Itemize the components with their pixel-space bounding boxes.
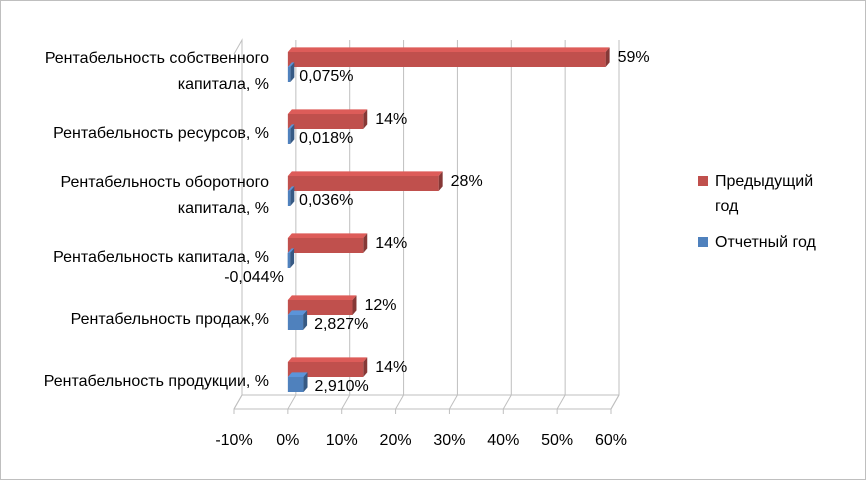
x-tick-label: 40% xyxy=(487,432,519,449)
bar-report-year xyxy=(287,129,291,144)
data-label-report-year: 2,910% xyxy=(315,378,369,395)
data-label-prev-year: 12% xyxy=(364,297,396,314)
bar-prev-year-side xyxy=(363,357,368,377)
x-tick-label: 10% xyxy=(326,432,358,449)
bar-prev-year-top xyxy=(287,295,357,300)
bar-prev-year xyxy=(287,114,364,129)
bar-report-year-side xyxy=(303,310,308,330)
category-label: Рентабельность продаж,% xyxy=(71,311,269,328)
bar-report-year-top xyxy=(287,372,308,377)
bar-report-year-side xyxy=(290,124,295,144)
category-label: Рентабельность оборотного xyxy=(61,174,270,191)
legend-label: год xyxy=(715,198,739,215)
data-label-prev-year: 59% xyxy=(618,49,650,66)
data-label-prev-year: 14% xyxy=(375,235,407,252)
bar-prev-year-top xyxy=(287,47,610,52)
bar-prev-year-side xyxy=(605,47,610,67)
data-label-report-year: 0,036% xyxy=(299,192,353,209)
bar-report-year-top xyxy=(287,186,295,191)
bar-prev-year-top xyxy=(287,233,368,238)
data-label-report-year: 2,827% xyxy=(314,316,368,333)
bar-report-year xyxy=(287,67,291,82)
gridline-floor xyxy=(556,394,566,410)
gridline-floor xyxy=(610,394,620,410)
bar-report-year-side xyxy=(290,248,295,268)
bar-report-year-top xyxy=(287,124,295,129)
gridline-floor xyxy=(341,394,351,410)
bar-prev-year xyxy=(287,176,439,191)
bar-prev-year xyxy=(287,238,364,253)
bar-prev-year-side xyxy=(352,295,357,315)
x-tick-label: 50% xyxy=(541,432,573,449)
x-tick-label: 30% xyxy=(433,432,465,449)
data-label-report-year: 0,018% xyxy=(299,130,353,147)
category-label: Рентабельность ресурсов, % xyxy=(53,125,269,142)
bar-report-year-side xyxy=(290,62,295,82)
bar-report-year-top xyxy=(287,248,295,253)
legend-swatch xyxy=(698,237,708,247)
category-label: Рентабельность капитала, % xyxy=(53,249,269,266)
legend-label: Отчетный год xyxy=(715,234,817,251)
data-label-prev-year: 14% xyxy=(375,111,407,128)
bar-report-year xyxy=(287,315,304,330)
gridline-floor xyxy=(448,394,458,410)
side-wall xyxy=(233,38,243,410)
gridline-floor xyxy=(502,394,512,410)
bar-report-year-top xyxy=(287,62,295,67)
category-label: Рентабельность собственного xyxy=(45,50,269,67)
bar-report-year xyxy=(287,253,291,268)
x-tick-label: -10% xyxy=(215,432,252,449)
bar-report-year-side xyxy=(303,372,308,392)
bar-prev-year-side xyxy=(363,233,368,253)
x-tick-label: 20% xyxy=(380,432,412,449)
legend-label: Предыдущий xyxy=(715,173,813,190)
category-label: капитала, % xyxy=(178,200,269,217)
x-tick-label: 0% xyxy=(276,432,299,449)
bar-prev-year-top xyxy=(287,109,368,114)
gridline-floor xyxy=(395,394,405,410)
bar-prev-year-top xyxy=(287,357,368,362)
data-label-report-year: -0,044% xyxy=(224,269,284,286)
gridline-floor xyxy=(233,394,243,410)
bar-prev-year-side xyxy=(438,171,443,191)
category-label: капитала, % xyxy=(178,76,269,93)
category-label: Рентабельность продукции, % xyxy=(44,373,269,390)
data-label-report-year: 0,075% xyxy=(299,68,353,85)
bar-prev-year xyxy=(287,52,606,67)
x-tick-label: 60% xyxy=(595,432,627,449)
gridline-floor xyxy=(287,394,297,410)
bar-report-year xyxy=(287,377,304,392)
legend-swatch xyxy=(698,176,708,186)
data-label-prev-year: 14% xyxy=(375,359,407,376)
bar-report-year-side xyxy=(290,186,295,206)
bar-prev-year-top xyxy=(287,171,443,176)
bar-report-year xyxy=(287,191,291,206)
bar-report-year-top xyxy=(287,310,308,315)
bar-prev-year-side xyxy=(363,109,368,129)
data-label-prev-year: 28% xyxy=(451,173,483,190)
